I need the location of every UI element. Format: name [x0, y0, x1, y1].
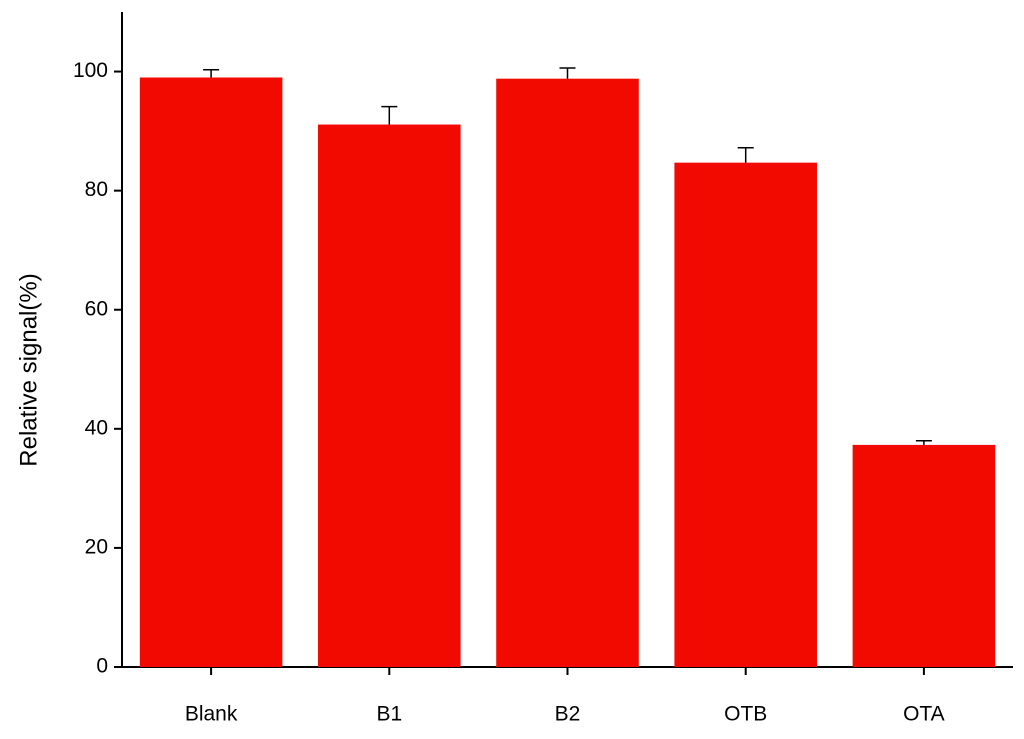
- y-tick-label: 40: [85, 416, 108, 439]
- y-tick-label: 0: [96, 655, 108, 678]
- x-tick-label: B2: [555, 703, 581, 726]
- y-tick-label: 80: [85, 178, 108, 201]
- y-axis-label: Relative signal(%): [15, 273, 42, 466]
- x-tick-label: Blank: [185, 703, 238, 726]
- x-tick-label: OTA: [903, 703, 945, 726]
- error-bar: [915, 439, 932, 445]
- error-bar: [381, 105, 398, 125]
- y-tick-label: 100: [73, 59, 108, 82]
- y-tick-label: 20: [85, 535, 108, 558]
- bar: [674, 162, 817, 667]
- bar: [139, 77, 283, 667]
- x-tick-label: OTB: [724, 703, 767, 726]
- y-tick-label: 60: [85, 297, 108, 320]
- bar: [318, 124, 461, 668]
- x-tick-label: B1: [376, 703, 402, 726]
- bar: [852, 444, 996, 667]
- bar: [496, 78, 639, 667]
- error-bar: [737, 147, 754, 163]
- error-bar: [559, 67, 576, 79]
- error-bar: [203, 69, 220, 78]
